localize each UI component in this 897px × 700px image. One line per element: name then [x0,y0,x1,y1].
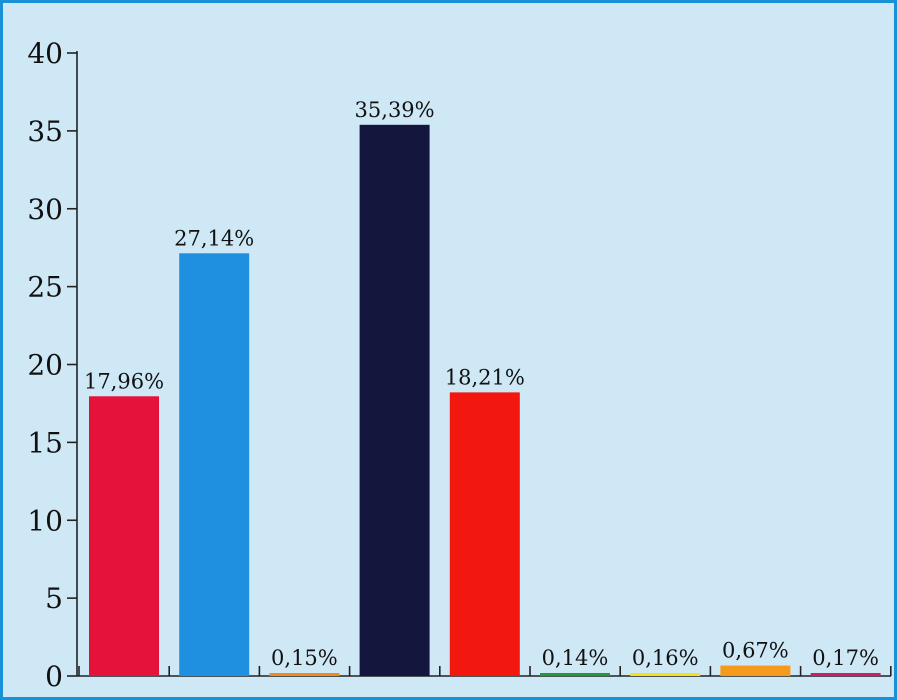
bar [179,253,250,676]
data-labels: 17,96% 27,14% 0,15% 35,39% 18,21% 0,14% 0,16% 0… [84,98,879,670]
bar [359,124,430,676]
bar [540,673,610,676]
bar-value-label: 27,14% [174,226,254,250]
bar-value-label: 0,14% [542,646,609,670]
bars [89,124,881,676]
bar-value-label: 35,39% [355,98,435,122]
y-tick-label: 15 [27,426,63,459]
bar [720,665,791,676]
y-tick-label: 25 [27,271,63,304]
bar [810,673,881,676]
bar-value-label: 0,17% [812,646,879,670]
y-tick-label: 30 [27,193,63,226]
bar-value-label: 18,21% [445,365,525,389]
bar [449,392,520,676]
bar-value-label: 0,15% [271,646,338,670]
bar [269,673,340,676]
y-axis: 0 5 10 15 20 25 30 35 40 [27,37,78,693]
y-tick-label: 5 [45,582,63,615]
y-tick-label: 35 [27,115,63,148]
y-tick-label: 0 [45,660,63,693]
bar-value-label: 17,96% [84,369,164,393]
y-tick-label: 20 [27,349,63,382]
bar-value-label: 0,16% [632,646,699,670]
bar [89,396,159,676]
y-tick-label: 10 [27,504,63,537]
bar-value-label: 0,67% [722,639,789,663]
bar [630,673,701,676]
y-tick-label: 40 [27,37,63,70]
bar-chart: 0 5 10 15 20 25 30 35 40 17,96% 27,14% 0,15% 35,39%… [27,37,892,693]
